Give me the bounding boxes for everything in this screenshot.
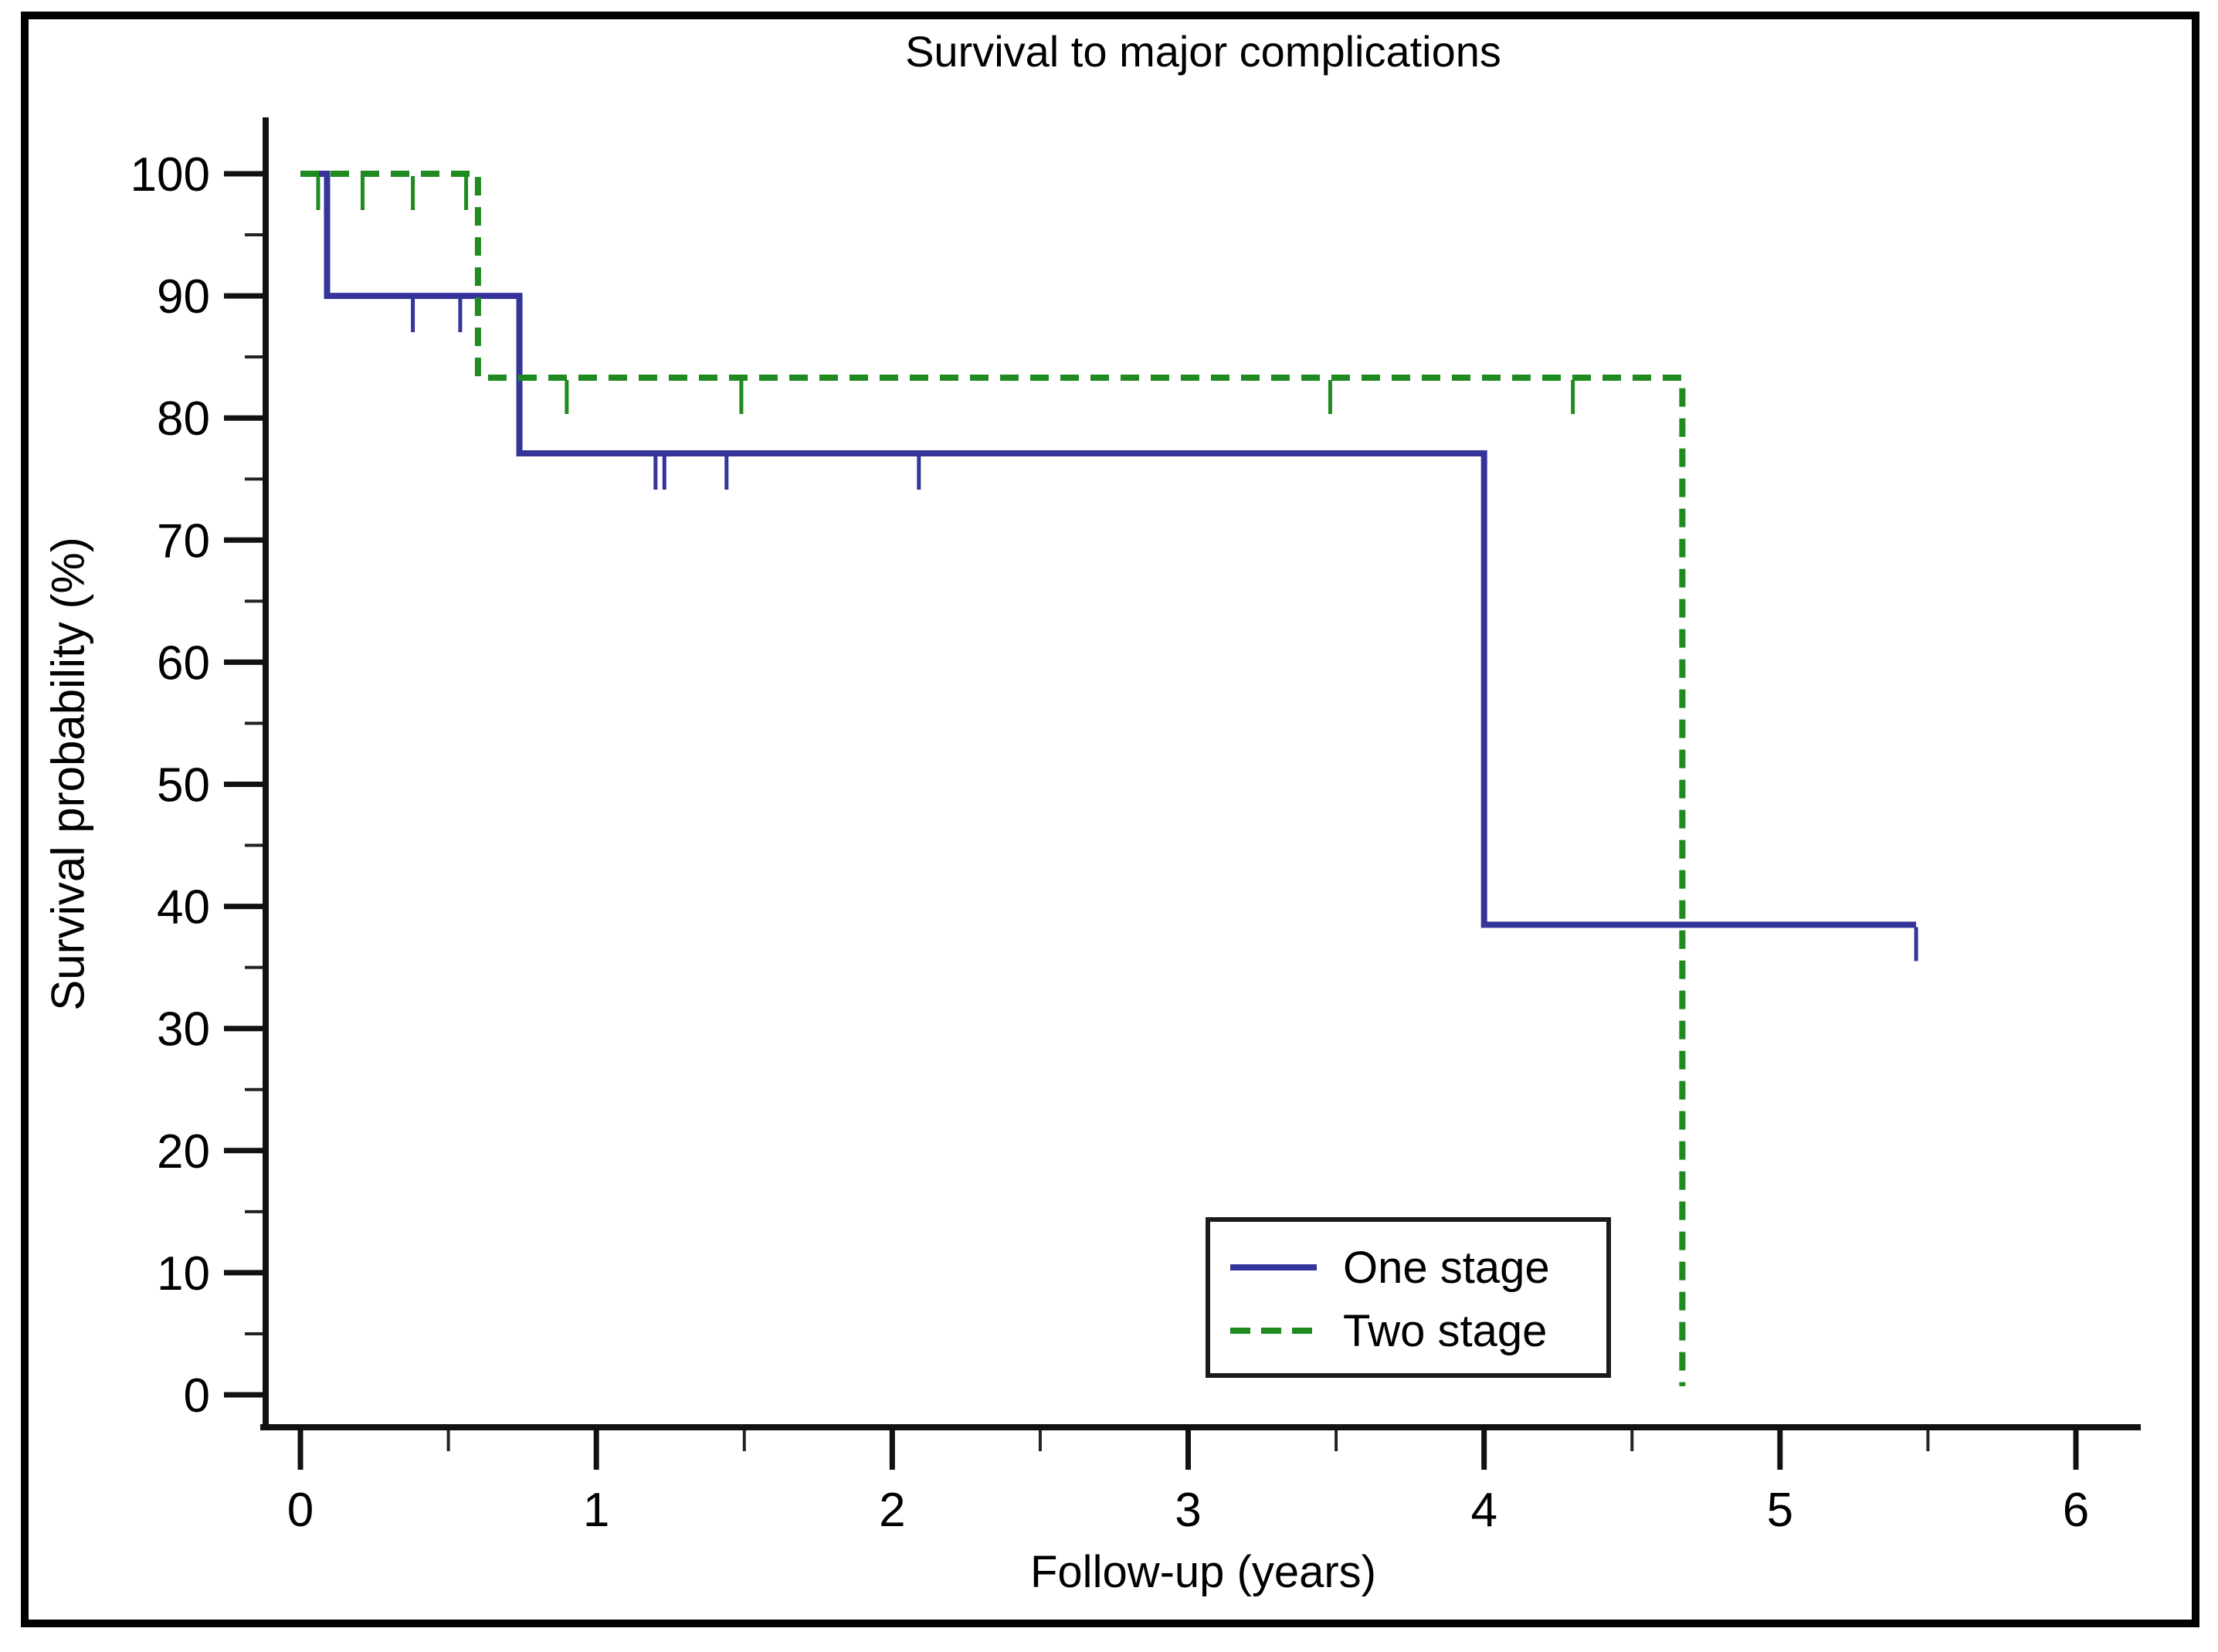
tick-label: 1: [583, 1484, 609, 1537]
one-stage-censor-marks: [411, 298, 1918, 962]
tick-label: 6: [2063, 1484, 2089, 1537]
two-stage-censor-marks: [316, 176, 1575, 415]
chart-title: Survival to major complications: [905, 27, 1501, 76]
tick-label: 90: [157, 270, 210, 324]
legend: One stage Two stage: [1206, 1217, 1611, 1378]
tick-label: 100: [131, 148, 210, 202]
legend-label-one-stage: One stage: [1343, 1242, 1550, 1293]
tick-label: 70: [157, 514, 210, 568]
one-stage-line-swatch: [1230, 1264, 1317, 1270]
two-stage-curve: [300, 171, 1686, 1386]
tick-label: 80: [157, 392, 210, 446]
tick-label: 4: [1470, 1484, 1497, 1537]
legend-item-one-stage: One stage: [1230, 1242, 1550, 1293]
x-axis-title: Follow-up (years): [1030, 1547, 1376, 1597]
tick-label: 50: [157, 759, 210, 812]
tick-label: 60: [157, 636, 210, 690]
tick-label: 20: [157, 1125, 210, 1179]
x-axis-ticks: 0 1 2 3 4 5 6: [287, 1430, 2089, 1537]
two-stage-series: [300, 171, 1686, 1386]
axes: [260, 117, 2141, 1430]
tick-label: 5: [1767, 1484, 1793, 1537]
tick-label: 10: [157, 1247, 210, 1301]
legend-label-two-stage: Two stage: [1343, 1305, 1548, 1356]
tick-label: 30: [157, 1003, 210, 1057]
legend-item-two-stage: Two stage: [1230, 1305, 1548, 1356]
one-stage-series: [300, 171, 1918, 962]
figure-border: [21, 12, 2199, 1627]
tick-label: 3: [1175, 1484, 1201, 1537]
tick-label: 2: [879, 1484, 905, 1537]
y-axis-title: Survival probability (%): [42, 537, 94, 1011]
tick-label: 0: [287, 1484, 314, 1537]
one-stage-curve: [300, 171, 1917, 928]
tick-label: 40: [157, 881, 210, 935]
two-stage-line-swatch: [1230, 1328, 1317, 1334]
tick-label: 0: [184, 1369, 210, 1423]
